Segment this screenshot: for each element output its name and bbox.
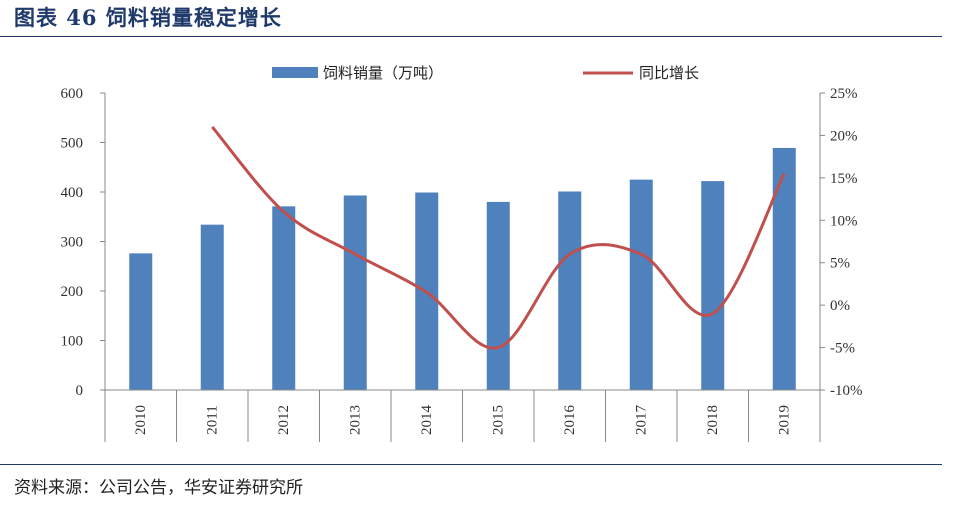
bar-series xyxy=(129,147,796,390)
x-tick-label: 2016 xyxy=(562,405,578,436)
x-tick-label: 2012 xyxy=(276,405,292,435)
right-tick-label: 15% xyxy=(830,171,858,187)
x-tick-label: 2011 xyxy=(204,405,220,434)
x-tick-label: 2017 xyxy=(633,405,649,436)
x-tick-label: 2015 xyxy=(490,405,506,435)
x-tick-label: 2018 xyxy=(705,405,721,435)
x-tick-label: 2019 xyxy=(776,405,792,435)
chart: 饲料销量（万吨） 同比增长 0100200300400500600-10%-5%0… xyxy=(61,64,863,442)
right-tick-label: 5% xyxy=(830,256,850,272)
right-tick-label: 20% xyxy=(830,128,858,144)
bar-2010 xyxy=(129,253,153,390)
growth-line xyxy=(211,125,786,350)
x-tick-label: 2013 xyxy=(347,405,363,435)
legend-line-label: 同比增长 xyxy=(639,64,699,82)
left-tick-label: 300 xyxy=(61,235,84,251)
right-tick-label: -10% xyxy=(830,383,863,399)
bar-2016 xyxy=(558,191,582,390)
x-tick-label: 2014 xyxy=(419,405,435,436)
right-tick-label: 10% xyxy=(830,213,858,229)
bar-2011 xyxy=(200,224,224,390)
x-tick-label: 2010 xyxy=(133,405,149,435)
line-series xyxy=(211,125,786,350)
source-divider xyxy=(0,464,942,465)
left-tick-label: 100 xyxy=(61,334,84,350)
left-tick-label: 400 xyxy=(61,185,84,201)
right-tick-label: 25% xyxy=(830,86,858,102)
title-divider xyxy=(0,36,942,37)
legend: 饲料销量（万吨） 同比增长 xyxy=(272,64,699,82)
left-tick-label: 500 xyxy=(61,136,84,152)
right-tick-label: 0% xyxy=(830,298,850,314)
axes: 0 100 200 300 400 500 600 -10% -5% 0% 5% 10% 15% 20% 2… xyxy=(61,86,863,442)
right-tick-label: -5% xyxy=(830,341,855,357)
bar-2012 xyxy=(272,206,296,390)
bar-2018 xyxy=(701,181,725,390)
bar-2015 xyxy=(486,201,510,390)
legend-bar-swatch xyxy=(272,67,318,78)
left-tick-label: 200 xyxy=(61,284,84,300)
chart-title: 图表 46 饲料销量稳定增长 xyxy=(14,5,282,30)
bar-2013 xyxy=(343,195,367,390)
left-tick-label: 600 xyxy=(61,86,84,102)
bar-2017 xyxy=(629,179,653,390)
source-note: 资料来源：公司公告，华安证券研究所 xyxy=(14,478,303,498)
legend-bar-label: 饲料销量（万吨） xyxy=(323,64,443,82)
bar-2019 xyxy=(772,147,796,390)
left-tick-label: 0 xyxy=(76,383,84,399)
